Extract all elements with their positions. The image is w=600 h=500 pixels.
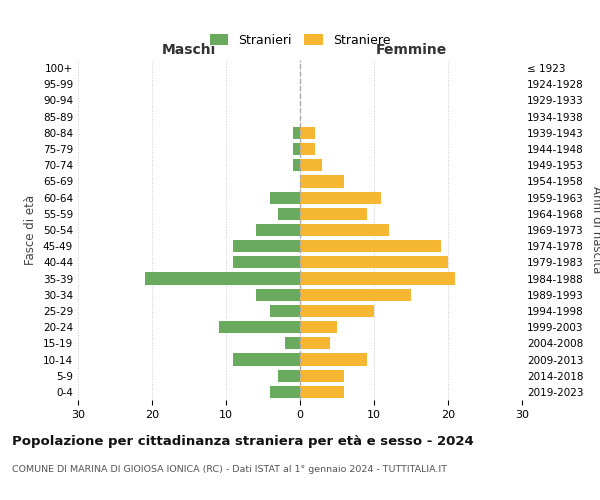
Text: Maschi: Maschi — [162, 43, 216, 57]
Bar — [233, 354, 300, 366]
Bar — [293, 159, 300, 172]
Bar — [300, 192, 382, 203]
Bar — [300, 338, 329, 349]
Bar — [271, 305, 300, 317]
Bar — [300, 159, 322, 172]
Legend: Stranieri, Straniere: Stranieri, Straniere — [205, 29, 395, 52]
Bar — [256, 288, 300, 301]
Bar — [271, 386, 300, 398]
Bar — [300, 224, 389, 236]
Bar — [300, 256, 448, 268]
Bar — [285, 338, 300, 349]
Bar — [233, 256, 300, 268]
Bar — [145, 272, 300, 284]
Text: Femmine: Femmine — [376, 43, 446, 57]
Bar — [300, 143, 315, 155]
Bar — [300, 208, 367, 220]
Bar — [300, 127, 315, 139]
Bar — [300, 272, 455, 284]
Bar — [300, 305, 374, 317]
Y-axis label: Anni di nascita: Anni di nascita — [590, 186, 600, 274]
Bar — [300, 370, 344, 382]
Bar — [278, 370, 300, 382]
Bar — [293, 143, 300, 155]
Bar — [293, 127, 300, 139]
Y-axis label: Fasce di età: Fasce di età — [25, 195, 37, 265]
Bar — [256, 224, 300, 236]
Bar — [278, 208, 300, 220]
Bar — [300, 176, 344, 188]
Bar — [300, 288, 411, 301]
Bar — [300, 354, 367, 366]
Bar — [300, 240, 440, 252]
Bar — [233, 240, 300, 252]
Text: COMUNE DI MARINA DI GIOIOSA IONICA (RC) - Dati ISTAT al 1° gennaio 2024 - TUTTIT: COMUNE DI MARINA DI GIOIOSA IONICA (RC) … — [12, 465, 447, 474]
Text: Popolazione per cittadinanza straniera per età e sesso - 2024: Popolazione per cittadinanza straniera p… — [12, 435, 474, 448]
Bar — [300, 321, 337, 333]
Bar — [271, 192, 300, 203]
Bar — [300, 386, 344, 398]
Bar — [218, 321, 300, 333]
